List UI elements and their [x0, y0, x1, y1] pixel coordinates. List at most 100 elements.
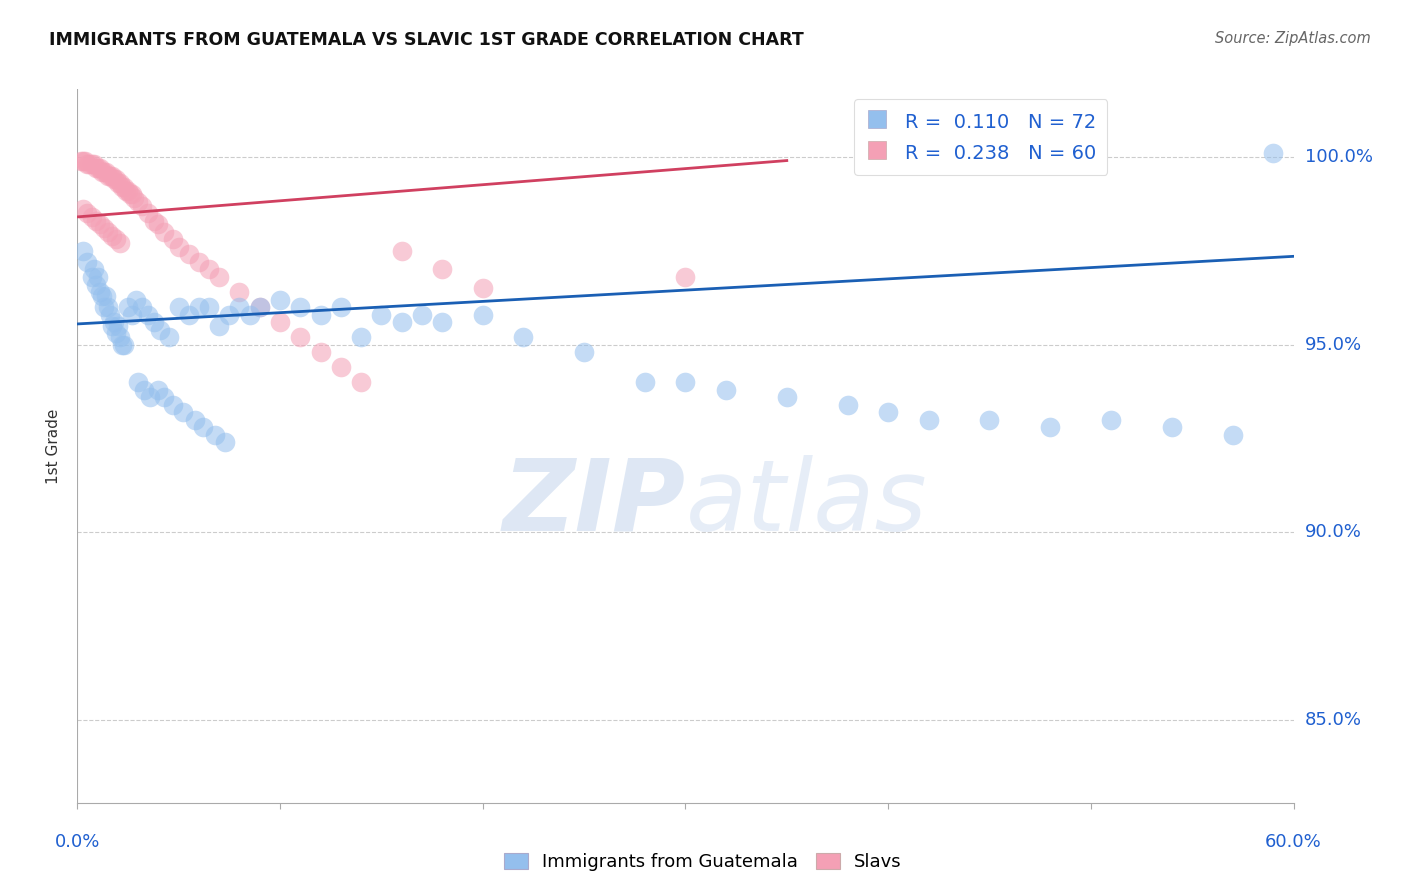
- Point: [107, 176, 129, 190]
- Point: [103, 315, 125, 329]
- Text: 95.0%: 95.0%: [1305, 335, 1362, 353]
- Point: [153, 225, 176, 239]
- Point: [675, 270, 697, 285]
- Point: [177, 247, 200, 261]
- Point: [104, 172, 127, 186]
- Point: [391, 315, 413, 329]
- Point: [430, 315, 453, 329]
- Text: 0.0%: 0.0%: [55, 833, 100, 851]
- Point: [108, 176, 131, 190]
- Point: [350, 375, 373, 389]
- Point: [80, 210, 103, 224]
- Point: [208, 318, 231, 333]
- Point: [249, 300, 271, 314]
- Point: [1039, 420, 1062, 434]
- Point: [157, 330, 180, 344]
- Point: [104, 326, 127, 341]
- Point: [131, 300, 153, 314]
- Point: [249, 300, 271, 314]
- Point: [117, 300, 139, 314]
- Point: [83, 262, 105, 277]
- Point: [776, 390, 799, 404]
- Text: Source: ZipAtlas.com: Source: ZipAtlas.com: [1215, 31, 1371, 46]
- Text: ZIP: ZIP: [502, 455, 686, 551]
- Point: [76, 157, 98, 171]
- Point: [177, 308, 200, 322]
- Point: [184, 413, 207, 427]
- Point: [80, 157, 103, 171]
- Text: IMMIGRANTS FROM GUATEMALA VS SLAVIC 1ST GRADE CORRELATION CHART: IMMIGRANTS FROM GUATEMALA VS SLAVIC 1ST …: [49, 31, 804, 49]
- Point: [72, 202, 94, 217]
- Point: [90, 289, 112, 303]
- Point: [97, 169, 120, 183]
- Point: [80, 270, 103, 285]
- Point: [117, 184, 139, 198]
- Point: [208, 270, 231, 285]
- Point: [115, 184, 138, 198]
- Point: [191, 420, 214, 434]
- Point: [72, 153, 94, 168]
- Point: [329, 360, 352, 375]
- Point: [269, 315, 291, 329]
- Point: [290, 300, 312, 314]
- Point: [76, 206, 98, 220]
- Point: [675, 375, 697, 389]
- Point: [111, 179, 134, 194]
- Point: [101, 169, 124, 183]
- Point: [101, 318, 124, 333]
- Point: [86, 270, 108, 285]
- Point: [1099, 413, 1122, 427]
- Point: [98, 169, 121, 183]
- Point: [136, 308, 159, 322]
- Point: [198, 300, 221, 314]
- Point: [149, 322, 172, 336]
- Point: [84, 213, 107, 227]
- Point: [411, 308, 433, 322]
- Point: [162, 398, 184, 412]
- Point: [79, 157, 101, 171]
- Point: [103, 172, 125, 186]
- Point: [97, 300, 120, 314]
- Point: [188, 300, 211, 314]
- Text: 100.0%: 100.0%: [1305, 148, 1372, 166]
- Y-axis label: 1st Grade: 1st Grade: [46, 409, 62, 483]
- Point: [104, 232, 127, 246]
- Point: [127, 194, 149, 209]
- Point: [143, 315, 166, 329]
- Point: [188, 255, 211, 269]
- Point: [370, 308, 392, 322]
- Point: [471, 308, 494, 322]
- Point: [391, 244, 413, 258]
- Point: [167, 240, 190, 254]
- Point: [143, 213, 166, 227]
- Point: [329, 300, 352, 314]
- Point: [93, 300, 115, 314]
- Point: [1161, 420, 1184, 434]
- Point: [108, 330, 131, 344]
- Point: [76, 255, 98, 269]
- Point: [93, 165, 115, 179]
- Point: [198, 262, 221, 277]
- Point: [572, 345, 595, 359]
- Point: [634, 375, 657, 389]
- Point: [228, 285, 250, 299]
- Point: [1222, 427, 1244, 442]
- Point: [89, 285, 111, 299]
- Point: [309, 345, 332, 359]
- Point: [125, 293, 148, 307]
- Point: [290, 330, 312, 344]
- Point: [131, 199, 153, 213]
- Point: [218, 308, 240, 322]
- Point: [93, 221, 115, 235]
- Point: [97, 225, 120, 239]
- Point: [269, 293, 291, 307]
- Text: 85.0%: 85.0%: [1305, 711, 1361, 729]
- Point: [167, 300, 190, 314]
- Point: [877, 405, 900, 419]
- Point: [72, 244, 94, 258]
- Point: [111, 337, 134, 351]
- Point: [139, 390, 162, 404]
- Point: [118, 187, 141, 202]
- Point: [127, 375, 149, 389]
- Point: [430, 262, 453, 277]
